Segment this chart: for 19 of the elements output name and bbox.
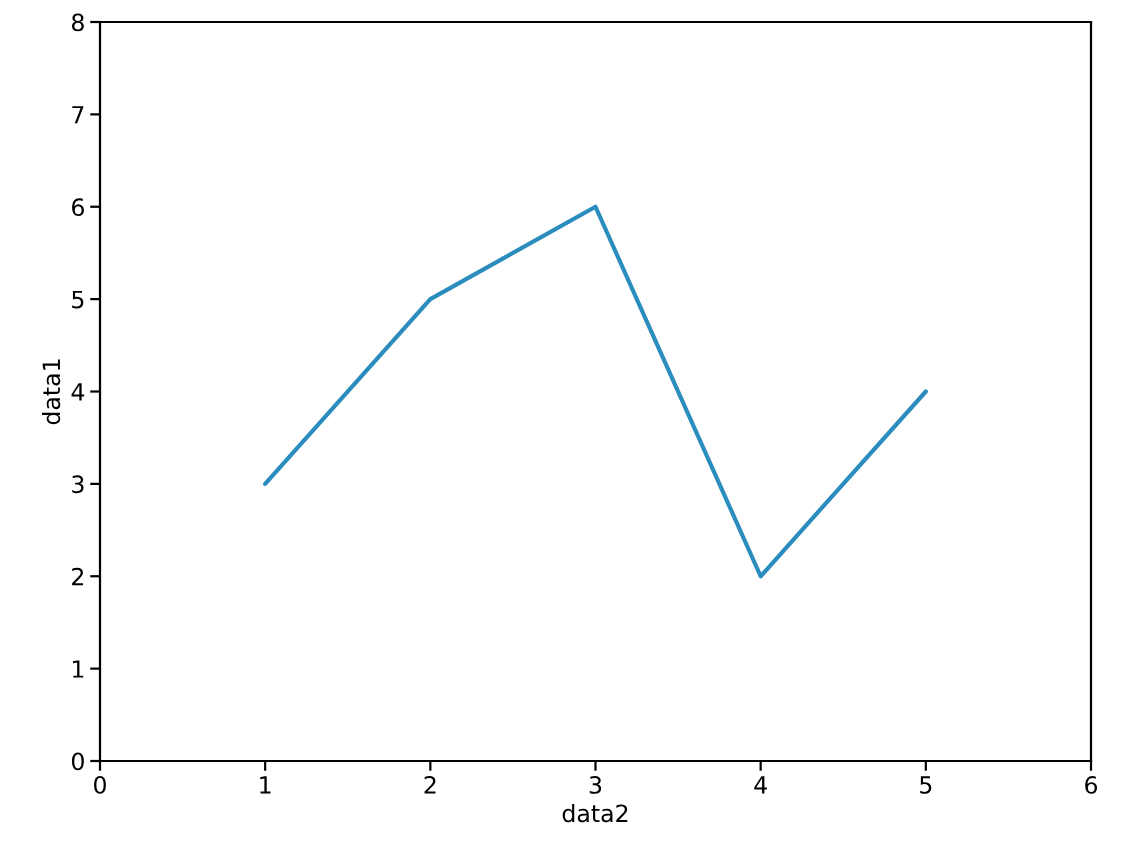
x-tick-label: 4 bbox=[754, 776, 767, 794]
y-tick-label: 6 bbox=[72, 198, 84, 217]
line-series bbox=[263, 204, 928, 579]
y-tick-label: 3 bbox=[72, 475, 84, 494]
y-tick-label: 4 bbox=[71, 383, 85, 401]
y-tick-label: 0 bbox=[71, 752, 84, 771]
x-tick-label: 5 bbox=[920, 776, 932, 794]
x-tick-label: 3 bbox=[589, 776, 602, 794]
x-tick-label: 2 bbox=[424, 776, 436, 794]
x-tick-label: 1 bbox=[260, 776, 271, 794]
y-tick-label: 5 bbox=[72, 290, 84, 309]
x-tick-label: 6 bbox=[1085, 776, 1098, 794]
y-tick-label: 8 bbox=[72, 13, 84, 32]
y-tick-label: 2 bbox=[72, 567, 84, 586]
y-tick-label: 7 bbox=[72, 106, 84, 124]
x-axis-title: data2 bbox=[562, 803, 628, 823]
y-tick-label: 1 bbox=[72, 660, 84, 678]
x-tick-label: 0 bbox=[94, 776, 106, 794]
y-axis-title: data1 bbox=[41, 359, 61, 425]
